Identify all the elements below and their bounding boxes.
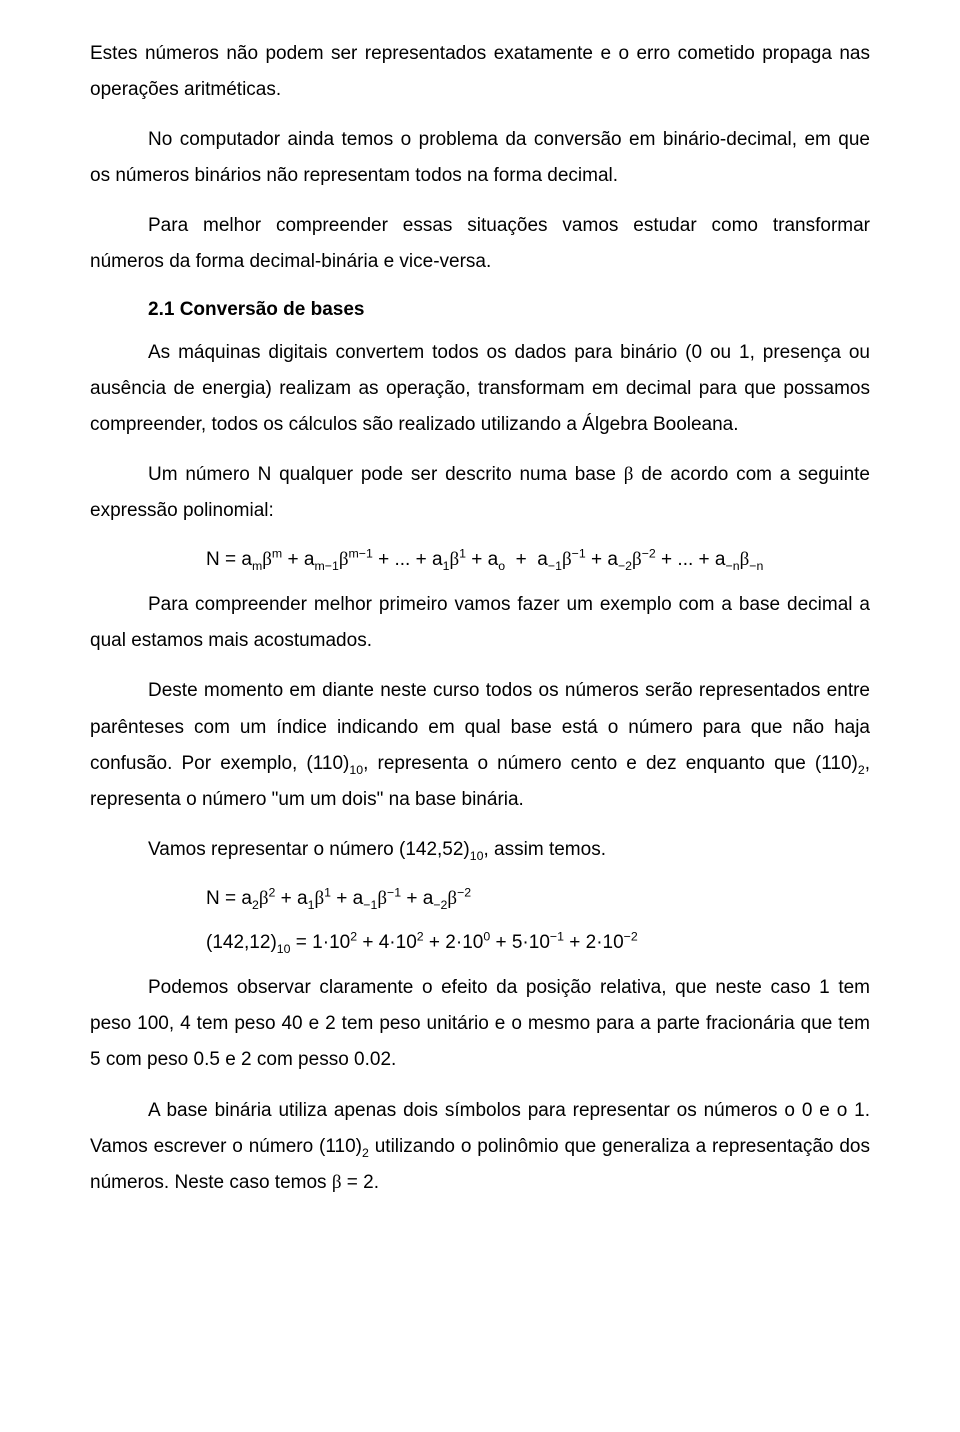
formula-3: (142,12)10 = 1·102 + 4·102 + 2·100 + 5·1… xyxy=(90,926,870,960)
paragraph-3: Para melhor compreender essas situações … xyxy=(90,208,870,280)
text-run: = 2. xyxy=(342,1172,380,1193)
beta-symbol: β xyxy=(624,464,634,485)
section-title: 2.1 Conversão de bases xyxy=(90,299,870,321)
text-run: , representa o número cento e dez enquan… xyxy=(363,753,858,774)
paragraph-6: Para compreender melhor primeiro vamos f… xyxy=(90,587,870,659)
paragraph-10: A base binária utiliza apenas dois símbo… xyxy=(90,1093,870,1201)
subscript-10: 10 xyxy=(470,849,484,863)
text-run: , assim temos. xyxy=(484,839,606,860)
formula3-number: 142,12 xyxy=(212,932,270,953)
text-run: Um número N qualquer pode ser descrito n… xyxy=(148,464,624,485)
paragraph-8: Vamos representar o número (142,52)10, a… xyxy=(90,832,870,868)
subscript-10: 10 xyxy=(349,762,363,776)
text-run: Vamos representar o número (142,52) xyxy=(148,839,470,860)
paragraph-2: No computador ainda temos o problema da … xyxy=(90,122,870,194)
subscript-2: 2 xyxy=(858,762,865,776)
formula3-base: 10 xyxy=(277,942,291,956)
paragraph-7: Deste momento em diante neste curso todo… xyxy=(90,673,870,817)
paragraph-9: Podemos observar claramente o efeito da … xyxy=(90,970,870,1078)
formula-1: N = amβm + am−1βm−1 + ... + a1β1 + ao + … xyxy=(90,543,870,577)
paragraph-5: Um número N qualquer pode ser descrito n… xyxy=(90,457,870,529)
beta-symbol: β xyxy=(332,1172,342,1193)
formula-2: N = a2β2 + a1β1 + a−1β−1 + a−2β−2 xyxy=(90,882,870,916)
paragraph-4: As máquinas digitais convertem todos os … xyxy=(90,335,870,443)
paragraph-1: Estes números não podem ser representado… xyxy=(90,36,870,108)
document-page: Estes números não podem ser representado… xyxy=(0,0,960,1432)
subscript-2: 2 xyxy=(362,1145,369,1159)
